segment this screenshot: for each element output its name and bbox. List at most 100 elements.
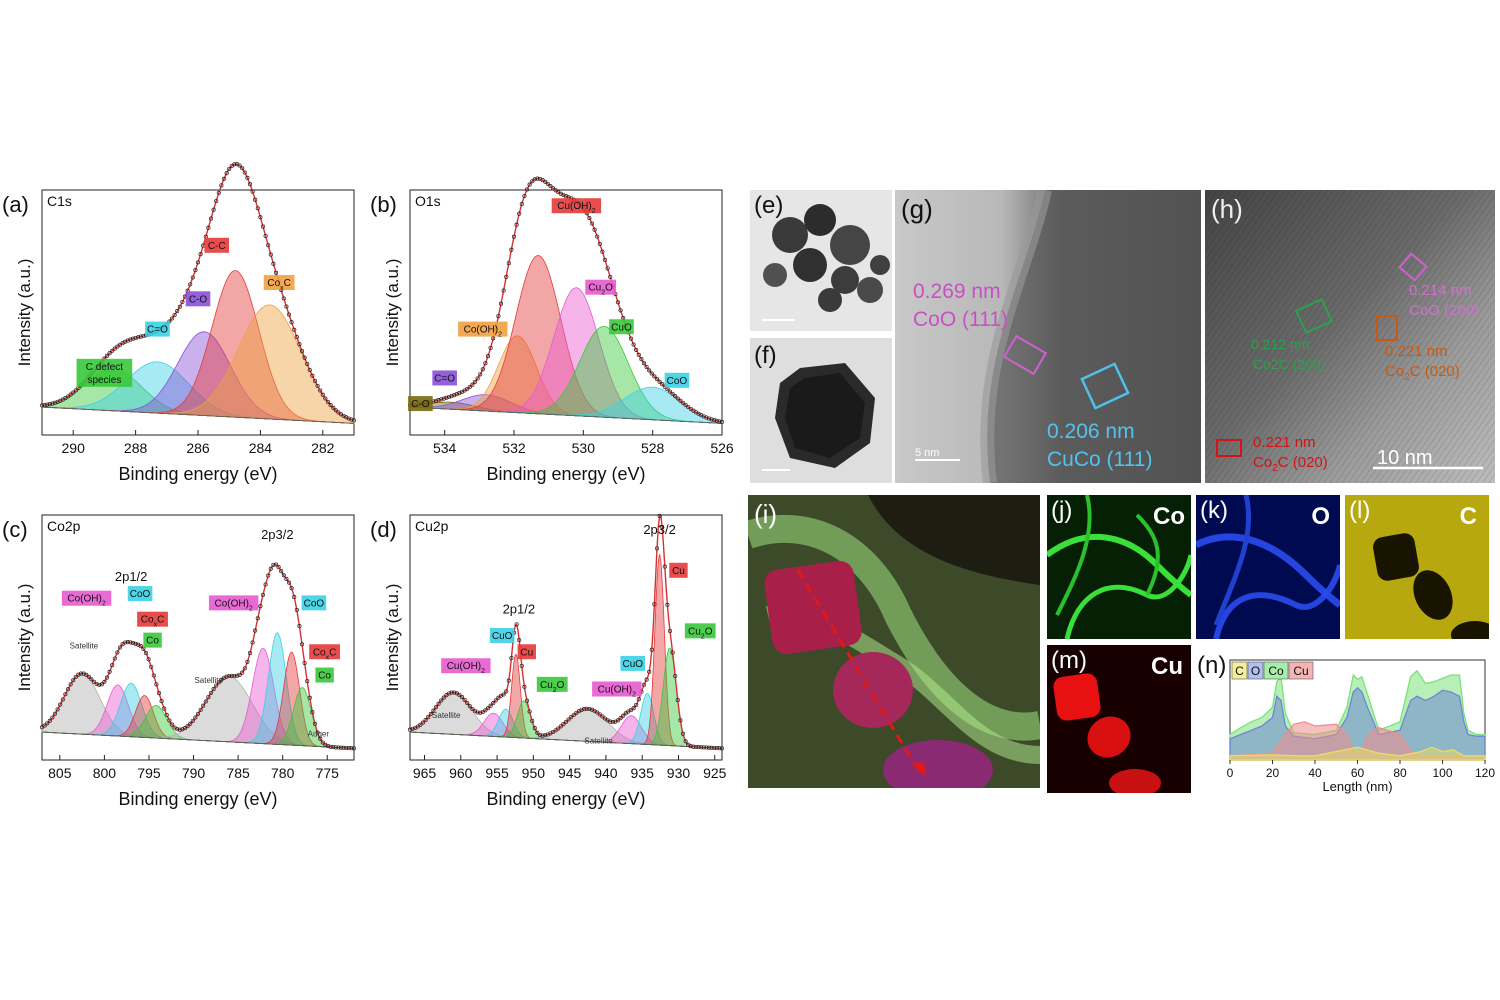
peak-label-box: [137, 611, 168, 627]
data-point: [188, 721, 193, 726]
data-point: [504, 274, 509, 279]
data-point: [97, 682, 102, 687]
scale-text-h: 10 nm: [1377, 447, 1433, 469]
tem-image-e: (e): [750, 190, 892, 331]
data-point: [302, 355, 307, 360]
data-point: [675, 698, 680, 703]
data-point: [634, 347, 639, 352]
x-axis-label: Binding energy (eV): [486, 789, 645, 809]
x-tick-label: 120: [1475, 766, 1495, 780]
spectrum-title: O1s: [415, 193, 441, 209]
data-point: [351, 746, 357, 751]
peak-label-text: 2p3/2: [643, 522, 676, 537]
peak-label-box: [185, 291, 211, 307]
peak-label-text: Cu(OH)2: [598, 685, 636, 699]
plot-frame: [41, 514, 355, 761]
x-tick-label: 100: [1432, 766, 1452, 780]
data-point: [553, 728, 558, 733]
data-point: [657, 513, 662, 518]
data-point: [719, 746, 725, 751]
peak-label-text: C-O: [411, 399, 430, 410]
data-point: [86, 674, 91, 679]
element-label-co: Co: [1153, 503, 1185, 530]
data-point: [428, 712, 433, 717]
data-point: [149, 664, 154, 669]
peak-label-text: C=O: [434, 373, 455, 384]
data-point: [634, 702, 639, 707]
data-point: [115, 650, 120, 655]
peak-label-text: C=O: [147, 325, 168, 336]
annotation-co2c-orange-pre: Co: [1385, 363, 1405, 380]
peak-label-text: 2p1/2: [115, 569, 148, 584]
data-point: [509, 655, 514, 661]
peak-label-1: 2p3/2: [261, 527, 294, 542]
data-point: [123, 640, 128, 645]
data-point: [172, 312, 177, 318]
peak-label-0: 2p3/2: [643, 522, 676, 537]
data-point: [467, 384, 472, 390]
data-point: [704, 745, 709, 750]
data-point: [496, 695, 501, 700]
fit-envelope: [409, 177, 723, 423]
data-point: [647, 669, 652, 674]
peak-label-8: Cu: [669, 562, 688, 578]
panel-label-l: (l): [1349, 497, 1371, 524]
data-point: [112, 346, 117, 351]
data-point: [188, 282, 193, 287]
fit-envelope: [41, 563, 355, 750]
data-point: [532, 177, 537, 182]
data-point: [227, 673, 232, 679]
data-point: [670, 391, 675, 396]
data-point: [595, 710, 600, 715]
data-point: [305, 679, 310, 684]
data-point: [224, 171, 229, 176]
data-point: [696, 745, 701, 750]
data-point: [459, 695, 465, 700]
peak-label-text: Satellite: [194, 676, 223, 685]
data-point: [717, 746, 722, 751]
data-point: [699, 745, 704, 750]
data-point: [50, 715, 55, 720]
annotation-coo-spacing: 0.269 nm: [913, 280, 1001, 303]
data-point: [312, 721, 318, 726]
data-point: [346, 746, 351, 751]
panel-label-i: (i): [754, 499, 778, 529]
data-point: [141, 333, 146, 339]
data-point: [535, 176, 540, 181]
peak-label-box: [315, 667, 334, 683]
data-point: [255, 616, 260, 621]
data-point: [260, 592, 266, 597]
data-point: [167, 718, 172, 723]
data-point: [519, 202, 524, 207]
x-tick-label: 955: [485, 765, 509, 781]
x-tick-label: 0: [1227, 766, 1234, 780]
data-point: [42, 723, 47, 728]
data-point: [310, 373, 315, 378]
peak-label-text: CoO: [304, 598, 325, 609]
data-point: [175, 309, 180, 314]
data-point: [328, 744, 333, 749]
data-point: [704, 415, 709, 420]
peak-label-7: CuO: [620, 655, 646, 671]
data-point: [470, 706, 475, 712]
data-point: [657, 379, 662, 384]
data-point: [250, 189, 255, 194]
data-point: [587, 706, 592, 712]
data-point: [475, 710, 480, 715]
peak-label-box: [432, 370, 457, 386]
data-point: [480, 367, 485, 372]
data-point: [543, 733, 548, 738]
xps-panel-b: (b) O1s 534 532 530 528 526 Binding energy (eV)…: [370, 176, 734, 484]
data-point: [341, 745, 346, 750]
data-point: [268, 566, 273, 571]
data-point: [449, 394, 454, 399]
peak-label-text: 2p3/2: [261, 527, 294, 542]
data-point: [110, 663, 115, 668]
eds-map-c: (l) C: [1345, 495, 1489, 639]
legend-box: [1247, 661, 1264, 680]
data-point: [52, 711, 58, 716]
data-point: [289, 320, 294, 325]
peak-label-text: Cu(OH)2: [447, 661, 485, 675]
data-point: [506, 261, 511, 266]
peak-label-4: CoxC: [263, 275, 295, 292]
